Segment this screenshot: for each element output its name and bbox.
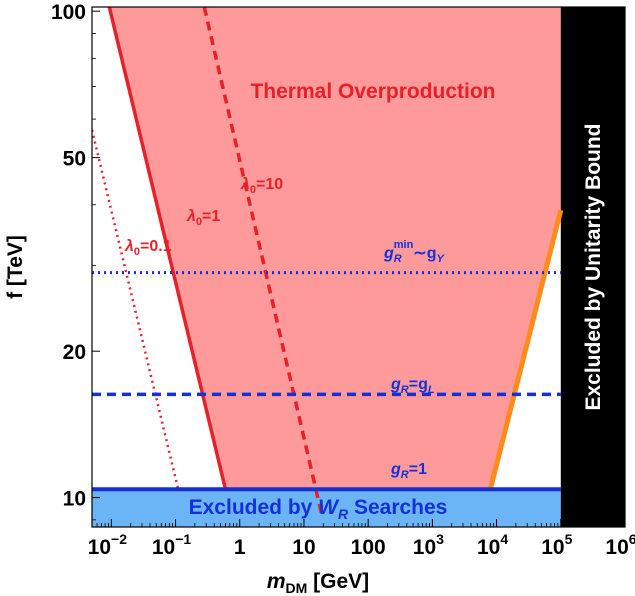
gr-gl-label: gR=gL [390,376,435,396]
y-tick-label: 50 [63,148,86,171]
x-tick-label: 10−1 [152,531,192,559]
y-tick-label: 100 [51,1,86,24]
y-tick-label: 10 [63,488,86,511]
series-layer [92,7,564,516]
gr-1-label: gR=1 [390,461,427,481]
x-tick-label: 103 [413,531,444,559]
x-tick-label: 100 [351,536,386,559]
y-tick-label: 20 [63,341,86,364]
series-orange-boundary [487,209,564,490]
x-tick-label: 104 [477,531,508,559]
unitarity-bound-label: Excluded by Unitarity Bound [582,123,605,410]
region-thermal-overproduction [109,7,561,490]
x-tick-label: 1 [234,536,246,559]
lambda-10-label: λ0=10 [240,176,283,196]
x-tick-label: 105 [541,531,572,559]
thermal-overproduction-label: Thermal Overproduction [250,80,495,103]
series-0-10 [202,7,324,516]
y-axis-label: f [TeV] [4,235,27,299]
wr-searches-label: Excluded by WR Searches [189,496,448,522]
lambda-1-label: λ0=1 [186,208,220,228]
series-0-1 [107,7,228,490]
ticks-layer: 10−2 10−1 1 10 100 103 104 105 106 10 20 50 100 [51,1,635,559]
region-excluded-by-w-r-searches [92,489,561,527]
regions-layer [92,7,625,527]
x-tick-label: 106 [605,531,635,559]
x-axis-label: mDM [GeV] [267,570,369,596]
gr-min-gy-label: gRmin∼gY [383,239,445,265]
x-tick-label: 10−2 [88,531,128,559]
region-excluded-by-unitarity-bound [560,7,625,527]
x-tick-label: 10 [292,536,315,559]
lambda-0.1-label: λ0=0.1 [124,238,172,258]
series-0-0-1 [92,129,180,490]
